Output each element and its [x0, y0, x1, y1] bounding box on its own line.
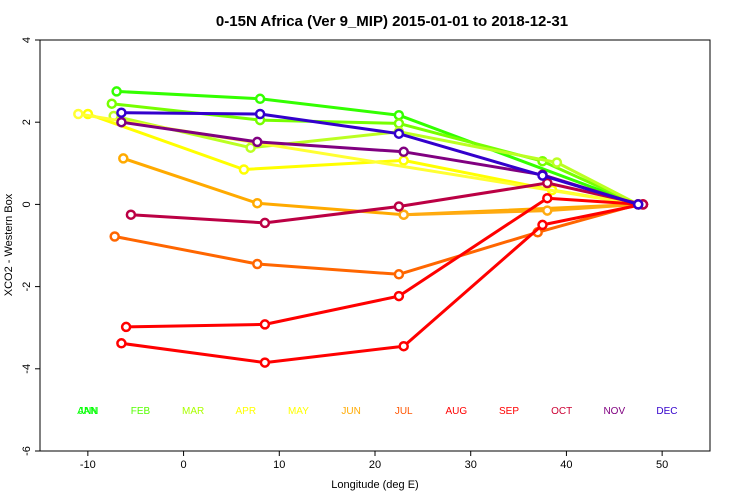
series-oct: [116, 199, 649, 368]
series-sep: [120, 192, 649, 333]
data-point-sep: [542, 192, 553, 204]
data-point-aug: [393, 269, 405, 280]
y-tick-label: 2: [21, 119, 33, 125]
series-line-sep: [126, 196, 644, 329]
y-tick-label: 0: [21, 201, 33, 207]
x-axis-label: Longitude (deg E): [331, 479, 418, 491]
data-point-ann: [393, 128, 405, 139]
data-point-mar: [551, 157, 563, 168]
data-point-nov: [125, 209, 137, 220]
data-point-may: [73, 108, 84, 120]
data-point-ann: [537, 170, 548, 181]
month-label-dec: DEC: [656, 406, 677, 417]
data-point-jun: [118, 153, 129, 164]
y-axis-label: XCO2 - Western Box: [3, 193, 15, 296]
plot-frame: [39, 39, 711, 452]
y-tick-label: -2: [21, 282, 33, 292]
y-tick-label: -4: [21, 364, 33, 374]
series-line-jun: [122, 156, 639, 217]
data-point-aug: [252, 258, 263, 270]
month-label-jun: JUN: [341, 406, 360, 417]
x-tick-label: 50: [656, 459, 668, 471]
data-point-oct: [537, 219, 548, 231]
y-axis: -6 -4 -2 0 2 4: [21, 37, 40, 456]
data-point-sep: [259, 319, 271, 330]
month-label-jul: JUL: [395, 406, 413, 417]
data-point-apr: [238, 164, 250, 175]
data-point-jun: [252, 197, 263, 209]
data-point-aug: [109, 231, 120, 242]
y-tick-label: 4: [21, 37, 33, 43]
month-label-mar: MAR: [182, 406, 204, 417]
data-point-nov: [259, 217, 271, 229]
series-line-nov: [130, 181, 644, 225]
data-point-apr: [398, 155, 409, 166]
x-tick-label: -10: [80, 459, 96, 471]
series-nov: [125, 177, 649, 229]
chart-title: 0-15N Africa (Ver 9_MIP) 2015-01-01 to 2…: [216, 13, 568, 30]
month-label-nov: NOV: [603, 406, 625, 417]
data-point-jul: [398, 209, 409, 220]
data-point-feb: [393, 118, 405, 129]
data-point-dec: [116, 116, 127, 128]
month-label-jan: JAN: [78, 406, 97, 417]
data-point-jul: [542, 205, 553, 216]
data-point-mar: [245, 142, 256, 153]
month-label-oct: OCT: [551, 406, 572, 417]
month-label-may: MAY: [288, 406, 309, 417]
x-axis: -10 0 10 20 30 40 50: [80, 451, 668, 471]
series-mar: [108, 110, 644, 210]
data-point-jan: [393, 109, 405, 121]
x-tick-label: 10: [273, 459, 285, 471]
data-point-ann: [254, 108, 266, 120]
month-label-sep: SEP: [499, 406, 519, 417]
x-tick-label: 20: [369, 459, 381, 471]
data-point-sep: [393, 290, 405, 302]
data-point-sep: [120, 321, 132, 333]
data-point-ann: [632, 199, 644, 210]
data-point-jan: [254, 93, 266, 105]
data-point-oct: [398, 340, 409, 352]
data-point-oct: [259, 357, 271, 368]
x-tick-label: 30: [465, 459, 477, 471]
series-layer: [73, 86, 649, 368]
series-line-jan: [116, 89, 639, 206]
month-labels: JAN FEB MAR APR MAY JUN JUL AUG SEP OCT NOV DEC ANN: [77, 406, 677, 417]
month-label-aug: AUG: [446, 406, 468, 417]
month-label-apr: APR: [236, 406, 257, 417]
series-jan: [111, 86, 644, 210]
data-point-jan: [111, 86, 122, 97]
data-point-oct: [116, 338, 127, 349]
data-point-nov: [393, 201, 405, 212]
data-point-nov: [542, 177, 553, 189]
month-label-ann: ANN: [77, 406, 98, 417]
series-line-oct: [121, 202, 644, 365]
y-tick-label: -6: [21, 446, 33, 456]
data-point-dec: [398, 146, 409, 158]
data-point-feb: [106, 98, 118, 109]
series-ann: [116, 107, 644, 210]
month-label-feb: FEB: [131, 406, 151, 417]
x-tick-label: 0: [181, 459, 187, 471]
series-line-aug: [114, 202, 639, 276]
series-line-feb: [111, 102, 639, 206]
data-point-dec: [252, 136, 263, 148]
x-tick-label: 40: [560, 459, 572, 471]
data-point-ann: [116, 107, 127, 118]
